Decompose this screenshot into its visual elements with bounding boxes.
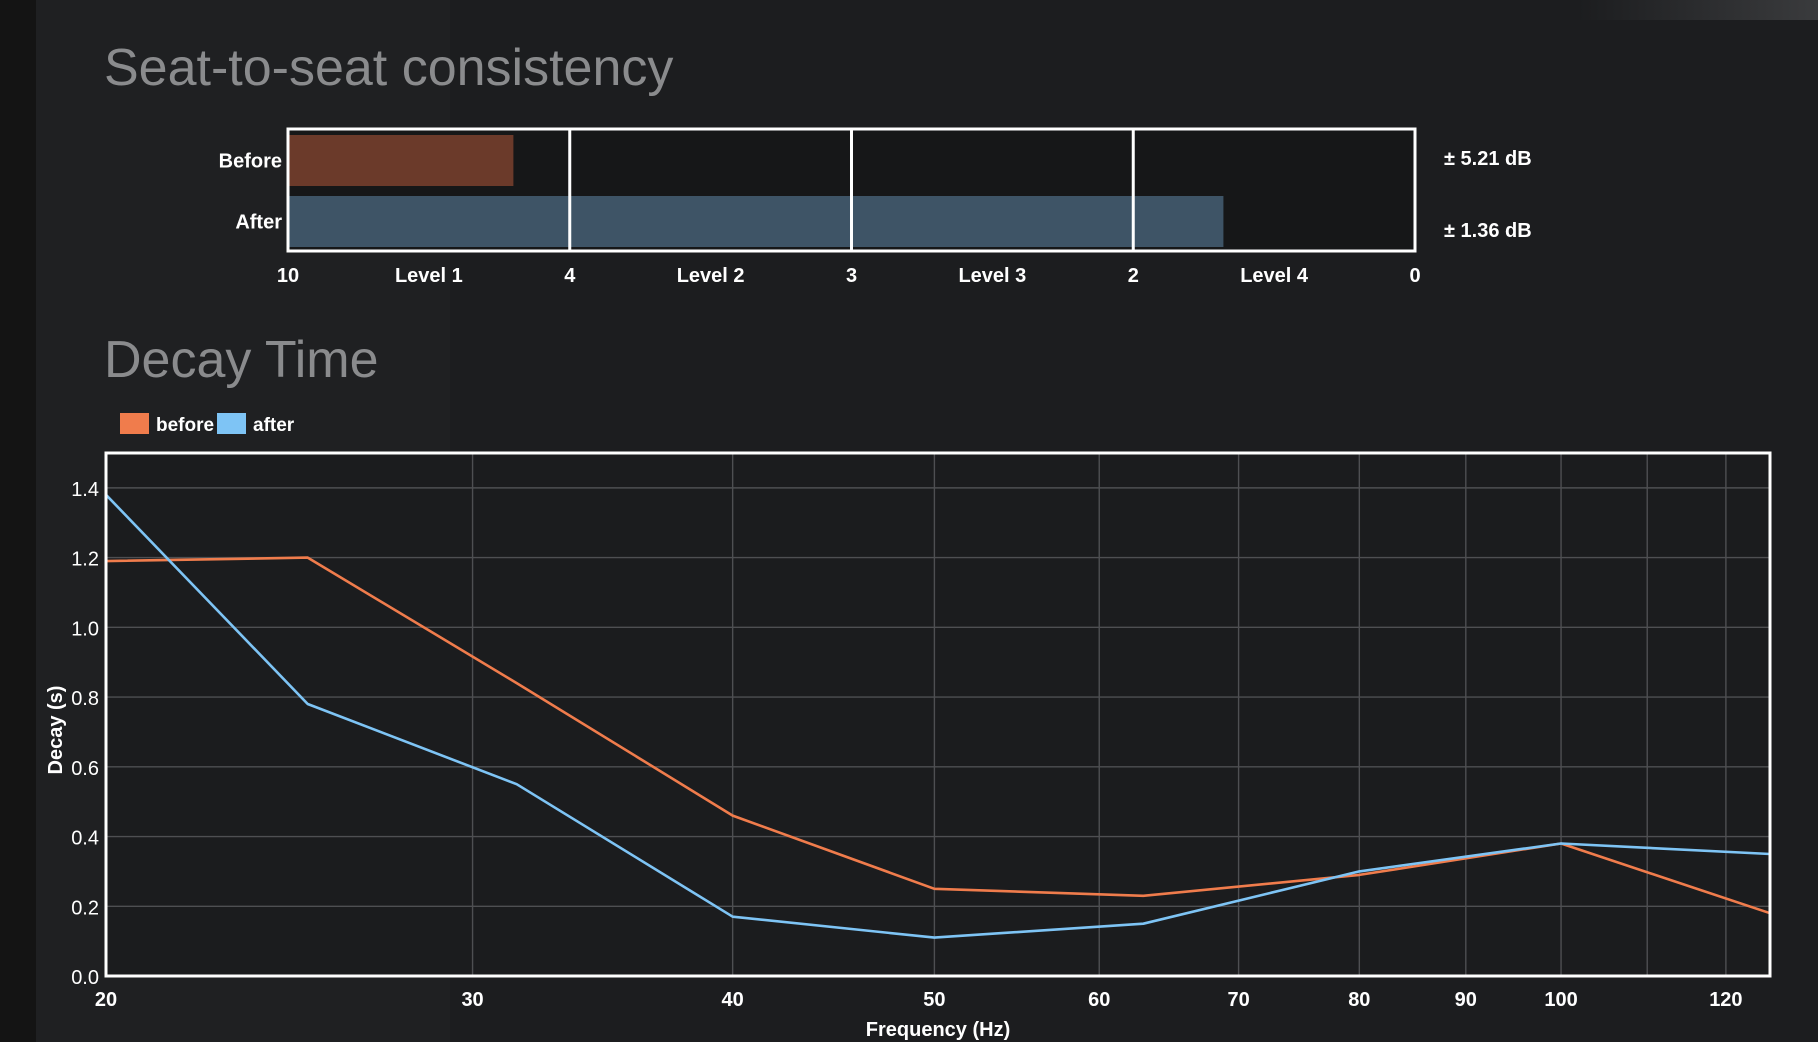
x-tick-label: 80 [1348, 989, 1370, 1011]
decay-plot-bg [106, 453, 1770, 976]
legend-label-before: before [156, 415, 214, 436]
x-axis-label: Frequency (Hz) [866, 1019, 1010, 1041]
y-tick-label: 1.4 [71, 479, 99, 501]
x-tick-label: 50 [923, 989, 945, 1011]
category-label-after: After [235, 212, 282, 234]
y-axis-label: Decay (s) [45, 686, 67, 775]
y-tick-label: 0.2 [71, 897, 99, 919]
x-tick-label: 60 [1088, 989, 1110, 1011]
scale-tick-label: 10 [277, 265, 299, 287]
x-tick-label: 30 [461, 989, 483, 1011]
bar-after [288, 196, 1224, 247]
x-tick-label: 70 [1227, 989, 1249, 1011]
level-label: Level 2 [677, 265, 745, 287]
y-tick-label: 1.2 [71, 549, 99, 571]
y-tick-label: 1.0 [71, 618, 99, 640]
y-tick-label: 0.0 [71, 967, 99, 989]
series-line-after [105, 493, 1771, 939]
decay-title: Decay Time [104, 331, 379, 389]
value-label-before: ± 5.21 dB [1444, 148, 1532, 170]
scale-tick-label: 3 [846, 265, 857, 287]
value-label-after: ± 1.36 dB [1444, 220, 1532, 242]
legend-label-after: after [253, 415, 295, 436]
y-tick-label: 0.8 [71, 688, 99, 710]
scale-tick-label: 0 [1409, 265, 1420, 287]
level-label: Level 4 [1240, 265, 1309, 287]
decay-frame [104, 451, 1772, 978]
legend-swatch-after [217, 413, 246, 434]
y-tick-label: 0.6 [71, 758, 99, 780]
x-tick-label: 120 [1709, 989, 1742, 1011]
x-tick-label: 90 [1455, 989, 1477, 1011]
y-tick-label: 0.4 [71, 828, 99, 850]
bar-before [288, 135, 514, 186]
scale-tick-label: 4 [564, 265, 576, 287]
scale-tick-label: 2 [1128, 265, 1139, 287]
consistency-frame [286, 127, 1417, 253]
category-label-before: Before [219, 151, 282, 173]
top-right-shade [1578, 0, 1818, 20]
x-tick-label: 20 [95, 989, 117, 1011]
consistency-title: Seat-to-seat consistency [104, 39, 674, 97]
level-label: Level 1 [395, 265, 463, 287]
legend-swatch-before [120, 413, 149, 434]
x-tick-label: 40 [722, 989, 744, 1011]
level-label: Level 3 [958, 265, 1026, 287]
x-tick-label: 100 [1544, 989, 1577, 1011]
left-edge [0, 0, 36, 1042]
